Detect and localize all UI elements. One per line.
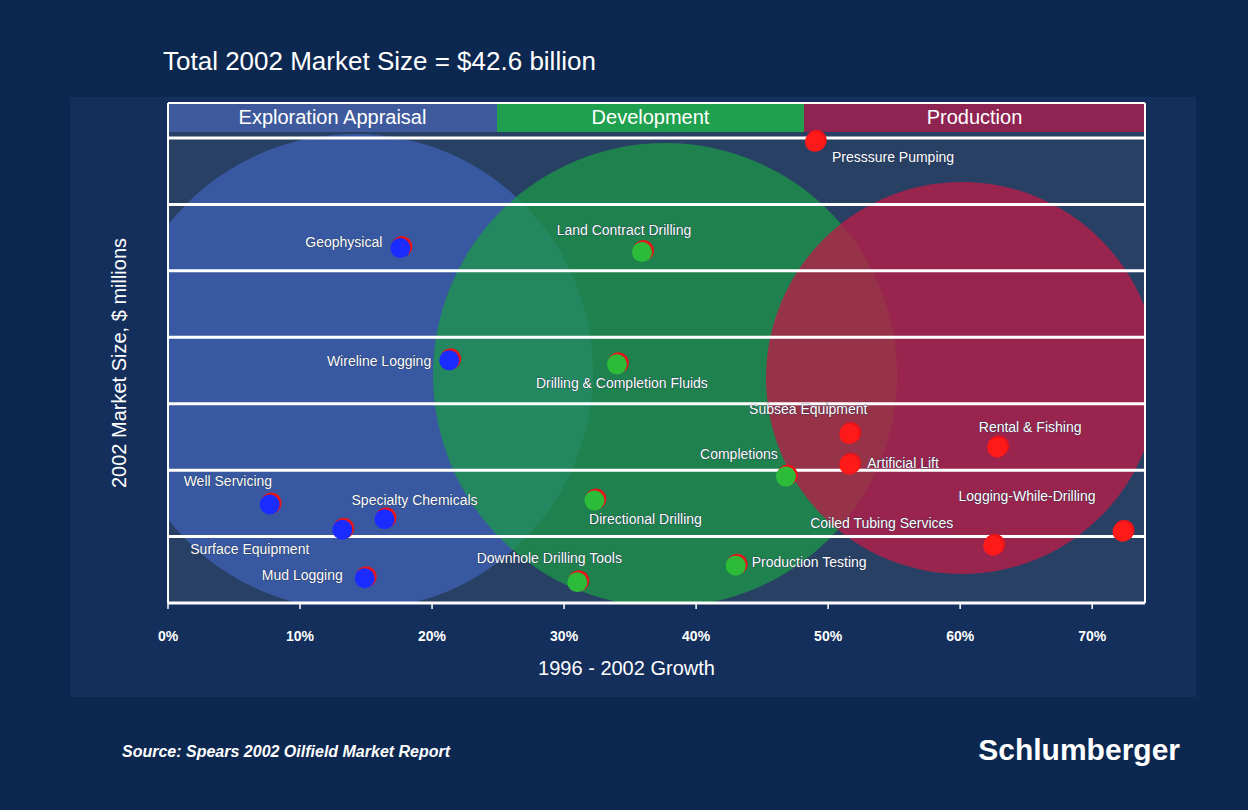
x-tick-label: 0%: [158, 628, 179, 644]
phase-circles: [168, 134, 1145, 603]
point-label: Surface Equipment: [190, 541, 309, 557]
y-axis-line: [167, 103, 169, 603]
grid-line: [168, 402, 1145, 405]
point-label: Artificial Lift: [867, 455, 939, 471]
point-label: Mud Logging: [262, 567, 343, 583]
source-note: Source: Spears 2002 Oilfield Market Repo…: [122, 743, 451, 760]
point-label: Coiled Tubing Services: [810, 515, 953, 531]
grid-line: [168, 203, 1145, 206]
point-rim: [727, 554, 748, 575]
point: [375, 509, 395, 529]
x-axis-line: [168, 602, 1145, 604]
point-label: Well Servicing: [184, 473, 272, 489]
point-rim: [261, 493, 282, 514]
point-rim: [988, 435, 1009, 456]
point-rim: [1114, 520, 1135, 541]
point: [839, 455, 859, 475]
x-tick: [827, 603, 829, 609]
phase-circle: [766, 182, 1145, 574]
point-label: Wireline Logging: [327, 353, 431, 369]
point: [983, 536, 1003, 556]
frame-line: [1144, 103, 1146, 603]
point-rim: [806, 130, 827, 151]
point-rim: [840, 453, 861, 474]
phase-header: Production: [927, 106, 1023, 128]
brand-logo: Schlumberger: [978, 733, 1180, 766]
y-axis-title: 2002 Market Size, $ millions: [108, 238, 130, 488]
point: [390, 238, 410, 258]
point-label: Completions: [700, 446, 778, 462]
x-tick: [1091, 603, 1093, 609]
point-label: Production Testing: [752, 554, 867, 570]
point-rim: [356, 566, 377, 587]
point-label: Presssure Pumping: [832, 149, 954, 165]
grid-line: [168, 602, 1145, 605]
point: [567, 572, 587, 592]
grid-line: [168, 469, 1145, 472]
grid-line: [168, 137, 1145, 140]
point: [584, 491, 604, 511]
x-tick-label: 70%: [1078, 628, 1107, 644]
grid-line: [168, 269, 1145, 272]
x-tick-label: 30%: [550, 628, 579, 644]
point-rim: [440, 348, 461, 369]
point: [355, 568, 375, 588]
point-rim: [376, 507, 397, 528]
point: [805, 132, 825, 152]
phase-header: Development: [592, 106, 710, 128]
point-label: Directional Drilling: [589, 511, 702, 527]
point-label: Subsea Equipment: [749, 401, 867, 417]
x-tick: [167, 603, 169, 609]
chart: Exploration Appraisal Development Producti…: [0, 0, 1248, 810]
x-tick: [299, 603, 301, 609]
panel: [70, 97, 1196, 697]
point: [987, 437, 1007, 457]
point: [632, 242, 652, 262]
phase-band: [168, 103, 497, 132]
point: [332, 520, 352, 540]
point: [726, 556, 746, 576]
x-tick: [431, 603, 433, 609]
point: [776, 467, 796, 487]
x-tick-label: 20%: [418, 628, 447, 644]
x-tick-label: 10%: [286, 628, 315, 644]
point-label: Drilling & Completion Fluids: [536, 375, 708, 391]
x-tick: [959, 603, 961, 609]
x-tick: [563, 603, 565, 609]
points: [260, 130, 1135, 592]
point: [607, 354, 627, 374]
point-label: Geophysical: [305, 234, 382, 250]
background: [0, 0, 1248, 810]
x-axis-title: 1996 - 2002 Growth: [538, 657, 715, 679]
point-rim: [333, 518, 354, 539]
phase-band: [497, 103, 804, 132]
point-label: Rental & Fishing: [979, 419, 1082, 435]
x-tick-label: 40%: [682, 628, 711, 644]
title: Total 2002 Market Size = $42.6 billion: [163, 46, 596, 76]
x-tick-label: 60%: [946, 628, 975, 644]
grid-line: [168, 336, 1145, 339]
x-tick-label: 50%: [814, 628, 843, 644]
point-rim: [633, 240, 654, 261]
point-rim: [777, 465, 798, 486]
point-rim: [840, 422, 861, 443]
point: [1113, 522, 1133, 542]
point-rim: [585, 489, 606, 510]
point: [439, 350, 459, 370]
frame-line: [168, 102, 1145, 104]
point-label: Specialty Chemicals: [352, 492, 478, 508]
point: [260, 495, 280, 515]
point-rim: [391, 236, 412, 257]
point-label: Land Contract Drilling: [557, 222, 692, 238]
point-label: Downhole Drilling Tools: [477, 550, 622, 566]
point-rim: [608, 352, 629, 373]
x-tick: [695, 603, 697, 609]
phase-band: [804, 103, 1145, 132]
point-label: Logging-While-Drilling: [959, 488, 1096, 504]
point-rim: [984, 534, 1005, 555]
point-rim: [568, 570, 589, 591]
point: [839, 424, 859, 444]
phase-header: Exploration Appraisal: [239, 106, 427, 128]
